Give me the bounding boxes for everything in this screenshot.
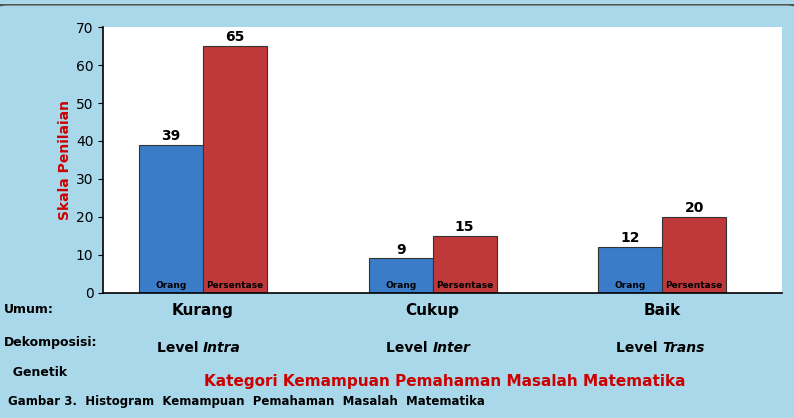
Text: 39: 39 — [161, 129, 181, 143]
Bar — [368, 258, 433, 293]
Text: 20: 20 — [684, 201, 704, 215]
FancyBboxPatch shape — [0, 4, 794, 388]
Text: 65: 65 — [225, 30, 245, 44]
Text: Persentase: Persentase — [665, 281, 723, 291]
Text: Kurang: Kurang — [172, 303, 234, 318]
Text: Level: Level — [387, 341, 433, 354]
Text: Orang: Orang — [615, 281, 646, 291]
Text: 9: 9 — [396, 242, 406, 257]
Bar — [662, 217, 727, 293]
Text: Orang: Orang — [156, 281, 187, 291]
Text: Inter: Inter — [433, 341, 471, 354]
Text: Kategori Kemampuan Pemahaman Masalah Matematika: Kategori Kemampuan Pemahaman Masalah Mat… — [204, 374, 685, 389]
Bar — [599, 247, 662, 293]
Text: Orang: Orang — [385, 281, 416, 291]
Text: Level: Level — [616, 341, 662, 354]
Text: Level: Level — [156, 341, 203, 354]
Text: Umum:: Umum: — [4, 303, 54, 316]
Text: 12: 12 — [621, 231, 640, 245]
Bar — [203, 46, 267, 293]
Text: Gambar 3.  Histogram  Kemampuan  Pemahaman  Masalah  Matematika: Gambar 3. Histogram Kemampuan Pemahaman … — [8, 395, 485, 408]
Text: Trans: Trans — [662, 341, 704, 354]
Text: Genetik: Genetik — [4, 366, 67, 379]
Text: Cukup: Cukup — [406, 303, 460, 318]
Text: 15: 15 — [455, 220, 474, 234]
Text: Persentase: Persentase — [206, 281, 264, 291]
Bar — [139, 145, 203, 293]
Text: Dekomposisi:: Dekomposisi: — [4, 336, 98, 349]
Text: Intra: Intra — [203, 341, 241, 354]
Text: Persentase: Persentase — [436, 281, 493, 291]
Y-axis label: Skala Penilaian: Skala Penilaian — [58, 100, 71, 220]
Bar — [433, 236, 496, 293]
Text: Baik: Baik — [644, 303, 681, 318]
